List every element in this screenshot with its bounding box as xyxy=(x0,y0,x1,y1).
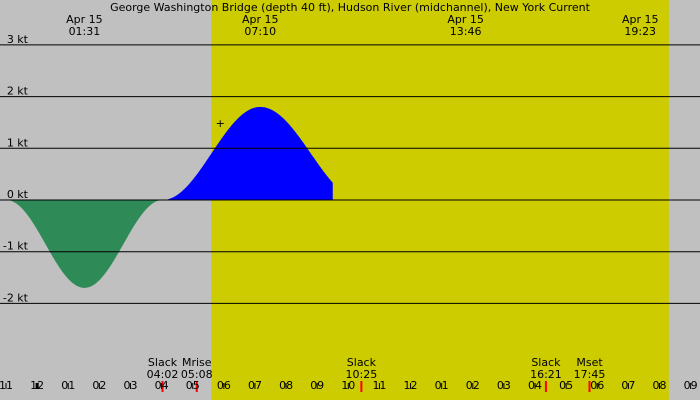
extreme-date-label: Apr 15 xyxy=(242,13,279,26)
x-tick-label: 02 xyxy=(466,379,480,392)
x-tick-label: 07 xyxy=(621,379,635,392)
event-labels: Slack04:02Mrise05:08Slack10:25Slack16:21… xyxy=(147,356,606,392)
slack-event-time: 04:02 xyxy=(147,368,179,381)
y-tick-label: 3 kt xyxy=(7,33,29,46)
grid-lines xyxy=(0,44,700,304)
marker-cross: + xyxy=(216,117,225,130)
slack-event-time: 10:25 xyxy=(346,368,378,381)
moon-event-time: 17:45 xyxy=(574,368,606,381)
extreme-time-label: 01:31 xyxy=(69,25,101,38)
moon-event-time: 05:08 xyxy=(181,368,213,381)
x-tick-label: 10 xyxy=(341,379,355,392)
slack-event-label: Slack xyxy=(531,356,561,369)
x-tick-label: 11 xyxy=(372,379,386,392)
x-tick-labels: 11 12 01 02 03 04 05 06 07 08 09 10 11 12 01 02 03 04 05 06… xyxy=(0,379,698,392)
extreme-time-label: 13:46 xyxy=(450,25,482,38)
moon-event-label: Mrise xyxy=(182,356,212,369)
x-tick-label: 06 xyxy=(217,379,231,392)
flood-area-2 xyxy=(163,106,333,200)
x-tick-label: 04 xyxy=(528,379,542,392)
y-tick-label: 1 kt xyxy=(7,136,29,149)
x-tick-label: 03 xyxy=(123,379,137,392)
x-tick-label: 09 xyxy=(310,379,324,392)
x-tick-label: 07 xyxy=(248,379,262,392)
y-tick-label: -2 kt xyxy=(3,291,29,304)
x-tick-label: 05 xyxy=(559,379,573,392)
y-tick-label: -1 kt xyxy=(3,240,29,253)
extreme-date-label: Apr 15 xyxy=(447,13,484,26)
x-tick-label: 12 xyxy=(404,379,418,392)
x-tick-label: 06 xyxy=(590,379,604,392)
x-tick-label: 08 xyxy=(653,379,667,392)
slack-event-time: 16:21 xyxy=(530,368,562,381)
y-tick-labels: 3 kt 2 kt 1 kt 0 kt -1 kt -2 kt xyxy=(3,33,29,304)
extreme-date-label: Apr 15 xyxy=(622,13,659,26)
x-tick-label: 11 xyxy=(0,379,13,392)
x-tick-label: 04 xyxy=(155,379,169,392)
x-tick-label: 12 xyxy=(30,379,44,392)
chart-title: George Washington Bridge (depth 40 ft), … xyxy=(110,1,591,14)
extreme-time-label: 07:10 xyxy=(244,25,276,38)
x-tick-label: 01 xyxy=(61,379,75,392)
y-tick-label: 0 kt xyxy=(7,188,29,201)
x-tick-label: 09 xyxy=(684,379,698,392)
current-area xyxy=(7,106,333,288)
extreme-date-label: Apr 15 xyxy=(66,13,103,26)
x-tick-label: 05 xyxy=(186,379,200,392)
moon-event-label: Mset xyxy=(576,356,603,369)
ebb-area-1 xyxy=(7,200,164,288)
x-tick-label: 01 xyxy=(435,379,449,392)
extreme-time-label: 19:23 xyxy=(624,25,656,38)
x-tick-label: 03 xyxy=(497,379,511,392)
slack-event-label: Slack xyxy=(148,356,178,369)
y-tick-label: 2 kt xyxy=(7,85,29,98)
x-tick-label: 08 xyxy=(279,379,293,392)
x-tick-label: 02 xyxy=(92,379,106,392)
slack-event-label: Slack xyxy=(347,356,377,369)
